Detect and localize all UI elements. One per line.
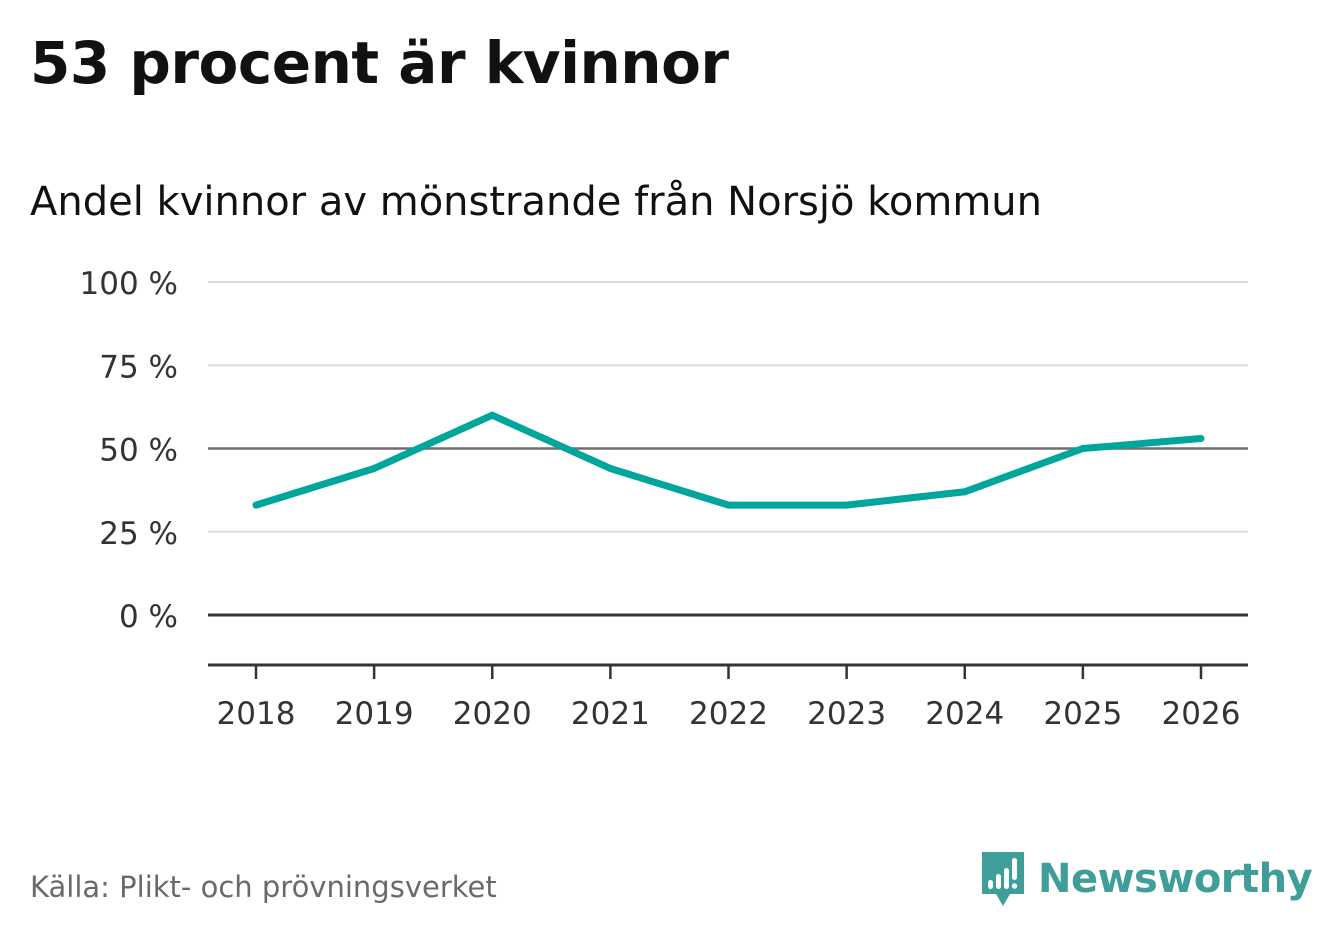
chart-title: 53 procent är kvinnor [30, 29, 729, 97]
x-tick-label: 2022 [689, 696, 768, 732]
data-point [606, 464, 614, 472]
x-axis: 2018 2019 2020 2021 2022 2023 2024 2025 2026 [208, 663, 1248, 732]
series-line [254, 411, 1202, 509]
y-tick-label: 100 % [80, 266, 178, 302]
source-note: Källa: Plikt- och prövningsverket [30, 870, 497, 904]
y-axis-ticks: 0 % 25 % 50 % 75 % 100 % [80, 266, 178, 635]
y-tick-label: 50 % [99, 433, 178, 469]
y-tick-label: 75 % [99, 349, 178, 385]
x-tick-label: 2023 [807, 696, 886, 732]
data-point [252, 501, 260, 509]
series-lines [252, 411, 1205, 509]
data-point [725, 501, 732, 509]
brand-name: Newsworthy [1038, 856, 1313, 902]
data-point [1197, 435, 1205, 443]
data-point [1079, 445, 1087, 452]
x-tick-label: 2024 [925, 696, 1004, 732]
chart-subtitle: Andel kvinnor av mönstrande från Norsjö … [30, 179, 1042, 225]
data-point [843, 501, 851, 509]
brand-logo: Newsworthy [980, 850, 1313, 908]
data-point [488, 411, 496, 419]
x-tick-label: 2025 [1043, 696, 1122, 732]
data-point [370, 464, 378, 472]
x-tick-label: 2021 [571, 696, 650, 732]
x-tick-label: 2020 [453, 696, 532, 732]
y-tick-label: 0 % [119, 599, 178, 635]
x-tick-label: 2019 [335, 696, 414, 732]
data-point [961, 488, 969, 496]
x-tick-label: 2026 [1162, 696, 1241, 732]
x-tick-label: 2018 [217, 696, 296, 732]
newsworthy-logo-icon [982, 852, 1024, 906]
y-tick-label: 25 % [99, 516, 178, 552]
